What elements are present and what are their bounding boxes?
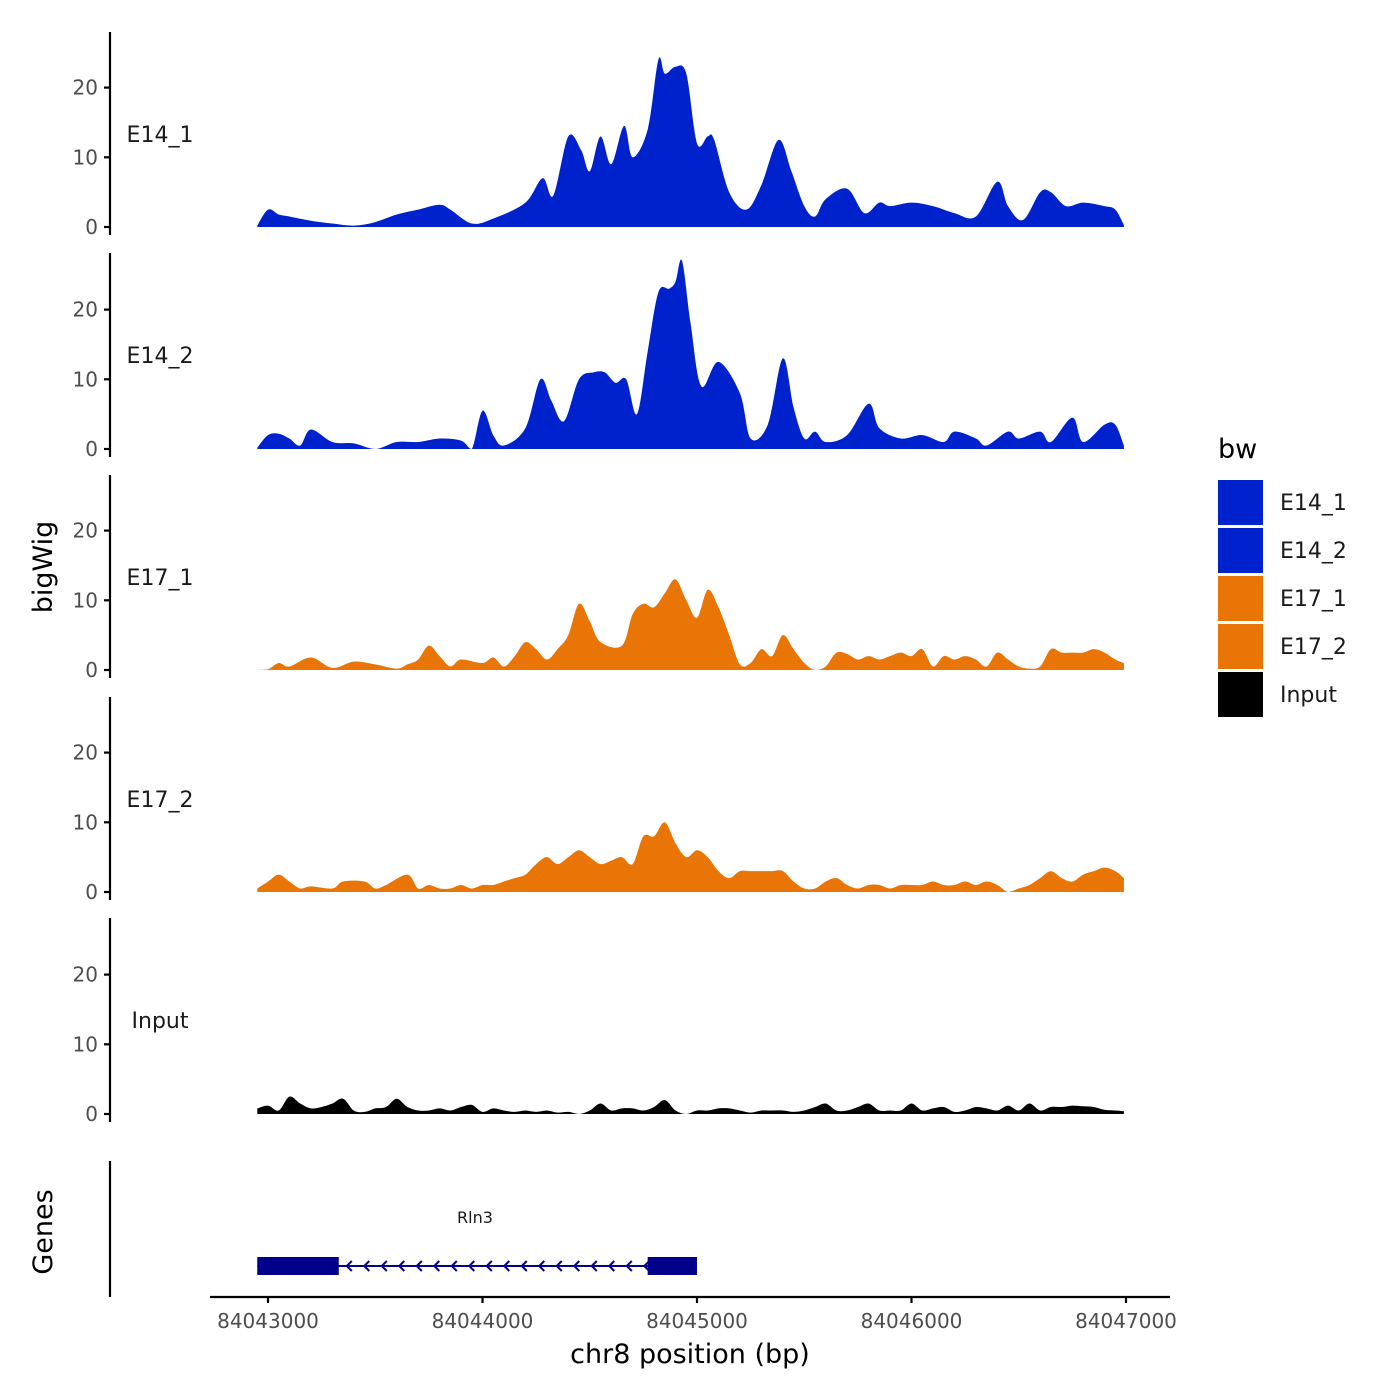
y-tick-label: 10 bbox=[73, 1032, 98, 1056]
strand-arrow bbox=[415, 1260, 423, 1272]
legend-label-E17_1: E17_1 bbox=[1280, 587, 1347, 612]
x-axis-title: chr8 position (bp) bbox=[570, 1339, 810, 1370]
strand-arrow bbox=[590, 1260, 598, 1272]
strand-arrow bbox=[397, 1260, 405, 1272]
strand-arrow bbox=[450, 1260, 458, 1272]
y-tick-label: 20 bbox=[73, 298, 98, 322]
legend-label-E17_2: E17_2 bbox=[1280, 635, 1347, 660]
y-tick-label: 20 bbox=[73, 519, 98, 543]
x-tick-label: 84046000 bbox=[861, 1309, 963, 1333]
x-tick-label: 84045000 bbox=[646, 1309, 748, 1333]
strand-arrow bbox=[502, 1260, 510, 1272]
track-label: Input bbox=[132, 1009, 189, 1034]
genes-layer: Rln3 bbox=[108, 1161, 697, 1297]
y-tick-label: 10 bbox=[73, 588, 98, 612]
coverage-area-E14_1 bbox=[257, 57, 1124, 228]
y-tick-label: 20 bbox=[73, 963, 98, 987]
track-E14_2: 0 10 20 E14_2 bbox=[73, 253, 1124, 461]
track-E17_2: 0 10 20 E17_2 bbox=[73, 697, 1124, 904]
legend-swatch-E14_1 bbox=[1218, 480, 1263, 525]
y-tick-label: 10 bbox=[73, 367, 98, 391]
strand-arrow bbox=[572, 1260, 580, 1272]
strand-arrow bbox=[485, 1260, 493, 1272]
coverage-area-E14_2 bbox=[257, 259, 1124, 449]
strand-arrow bbox=[537, 1260, 545, 1272]
legend-label-Input: Input bbox=[1280, 683, 1337, 708]
coverage-area-E17_2 bbox=[257, 822, 1124, 892]
tracks-layer: 0 10 20 E14_1 0 10 20 E14_2 0 10 20 E17_1 0 10 20 E17_2… bbox=[73, 32, 1124, 1126]
strand-arrow bbox=[555, 1260, 563, 1272]
legend-title: bw bbox=[1218, 434, 1257, 465]
strand-arrow bbox=[380, 1260, 388, 1272]
track-label: E17_2 bbox=[127, 788, 194, 813]
y-tick-label: 20 bbox=[73, 76, 98, 100]
y-tick-label: 0 bbox=[85, 658, 98, 682]
gene-exon bbox=[647, 1257, 697, 1275]
y-tick-label: 20 bbox=[73, 741, 98, 765]
strand-arrow bbox=[362, 1260, 370, 1272]
y-tick-label: 10 bbox=[73, 810, 98, 834]
track-E14_1: 0 10 20 E14_1 bbox=[73, 32, 1124, 239]
track-E17_1: 0 10 20 E17_1 bbox=[73, 475, 1124, 682]
strand-arrow bbox=[467, 1260, 475, 1272]
legend-swatch-E14_2 bbox=[1218, 528, 1263, 573]
x-tick-label: 84047000 bbox=[1075, 1309, 1177, 1333]
track-label: E14_1 bbox=[127, 123, 194, 148]
legend-label-E14_1: E14_1 bbox=[1280, 491, 1347, 516]
coverage-area-Input bbox=[257, 1096, 1124, 1114]
strand-arrow bbox=[625, 1260, 633, 1272]
legend-label-E14_2: E14_2 bbox=[1280, 539, 1347, 564]
genes-axis-title: Genes bbox=[28, 1189, 59, 1274]
y-axis-title: bigWig bbox=[28, 521, 59, 614]
strand-arrow bbox=[642, 1260, 650, 1272]
gene-name-label: Rln3 bbox=[457, 1208, 493, 1227]
legend-swatch-E17_2 bbox=[1218, 624, 1263, 669]
y-tick-label: 10 bbox=[73, 145, 98, 169]
x-tick-label: 84044000 bbox=[432, 1309, 534, 1333]
strand-arrow bbox=[432, 1260, 440, 1272]
y-tick-label: 0 bbox=[85, 1102, 98, 1126]
y-tick-label: 0 bbox=[85, 215, 98, 239]
legend: bw E14_1 E14_2 E17_1 E17_2 Input bbox=[1218, 434, 1347, 717]
legend-swatch-Input bbox=[1218, 672, 1263, 717]
gene-exon bbox=[257, 1257, 339, 1275]
track-Input: 0 10 20 Input bbox=[73, 918, 1124, 1126]
coverage-area-E17_1 bbox=[257, 579, 1124, 670]
track-label: E17_1 bbox=[127, 566, 194, 591]
track-label: E14_2 bbox=[127, 344, 194, 369]
strand-arrow bbox=[607, 1260, 615, 1272]
y-tick-label: 0 bbox=[85, 880, 98, 904]
x-axis: 84043000 84044000 84045000 84046000 84047000 bbox=[210, 1295, 1177, 1333]
x-tick-label: 84043000 bbox=[217, 1309, 319, 1333]
strand-arrow bbox=[345, 1260, 353, 1272]
strand-arrow bbox=[520, 1260, 528, 1272]
y-tick-label: 0 bbox=[85, 437, 98, 461]
legend-swatch-E17_1 bbox=[1218, 576, 1263, 621]
